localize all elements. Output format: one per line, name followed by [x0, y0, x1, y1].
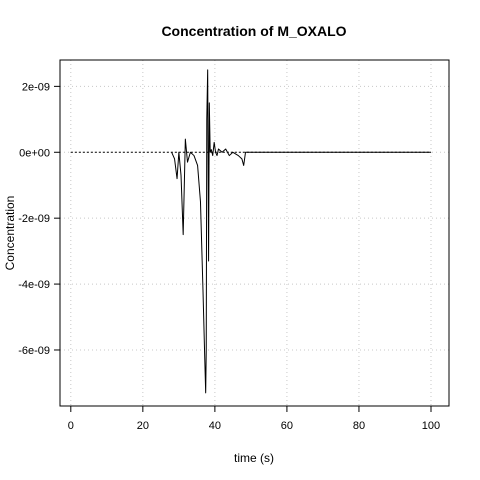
y-tick-label-4: -6e-09	[18, 345, 50, 357]
x-tick-label-1: 20	[137, 420, 149, 432]
y-tick-label-0: 2e-09	[22, 81, 50, 93]
chart-title: Concentration of M_OXALO	[161, 23, 346, 39]
x-tick-label-2: 40	[209, 420, 221, 432]
y-axis: 2e-09 0e+00 -2e-09 -4e-09 -6e-09	[18, 81, 61, 357]
y-tick-label-1: 0e+00	[19, 147, 50, 159]
grid	[60, 60, 449, 406]
series-layer	[70, 69, 431, 394]
y-axis-label: Concentration	[3, 196, 17, 271]
x-tick-label-5: 100	[422, 420, 440, 432]
y-tick-label-3: -4e-09	[18, 279, 50, 291]
x-axis: 0 20 40 60 80 100	[68, 405, 440, 432]
x-tick-label-0: 0	[68, 420, 74, 432]
series-line-1	[171, 69, 431, 394]
y-tick-label-2: -2e-09	[18, 213, 50, 225]
x-tick-label-4: 80	[353, 420, 365, 432]
x-tick-label-3: 60	[281, 420, 293, 432]
plot-frame	[59, 59, 450, 407]
x-axis-label: time (s)	[234, 451, 274, 465]
